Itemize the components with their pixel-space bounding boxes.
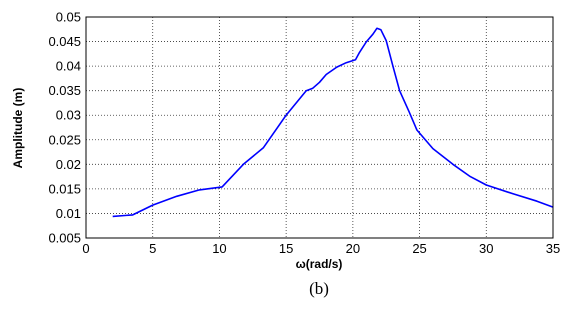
x-tick-label: 30 [479,241,493,256]
x-tick-label: 20 [346,241,360,256]
plot-frame [85,16,554,239]
y-axis-label: Amplitude (m) [11,88,25,169]
y-tick-labels: 0.005 0.01 0.015 0.02 0.025 0.03 0.035 0.04 0.04… [48,10,81,246]
x-tick-label: 10 [212,241,226,256]
y-tick-label: 0.015 [48,181,81,196]
y-tick-label: 0.025 [48,132,81,147]
grid [86,17,553,238]
y-tick-label: 0.02 [56,157,81,172]
y-tick-label: 0.04 [56,59,81,74]
y-tick-label: 0.035 [48,83,81,98]
plot-background [86,17,553,238]
y-tick-label: 0.045 [48,34,81,49]
x-tick-label: 35 [546,241,560,256]
x-tick-labels: 0 5 10 15 20 25 30 35 [82,241,560,256]
y-tick-label: 0.005 [48,231,81,246]
series-line-0 [112,27,554,218]
y-tick-label: 0.03 [56,108,81,123]
figure-caption: (b) [309,279,329,298]
x-tick-label: 0 [82,241,89,256]
x-tick-label: 15 [279,241,293,256]
series-layer [112,27,554,218]
x-axis-label: ω(rad/s) [296,257,343,271]
y-tick-label: 0.05 [56,10,81,25]
y-tick-label: 0.01 [56,206,81,221]
x-tick-label: 5 [149,241,156,256]
x-tick-label: 25 [412,241,426,256]
